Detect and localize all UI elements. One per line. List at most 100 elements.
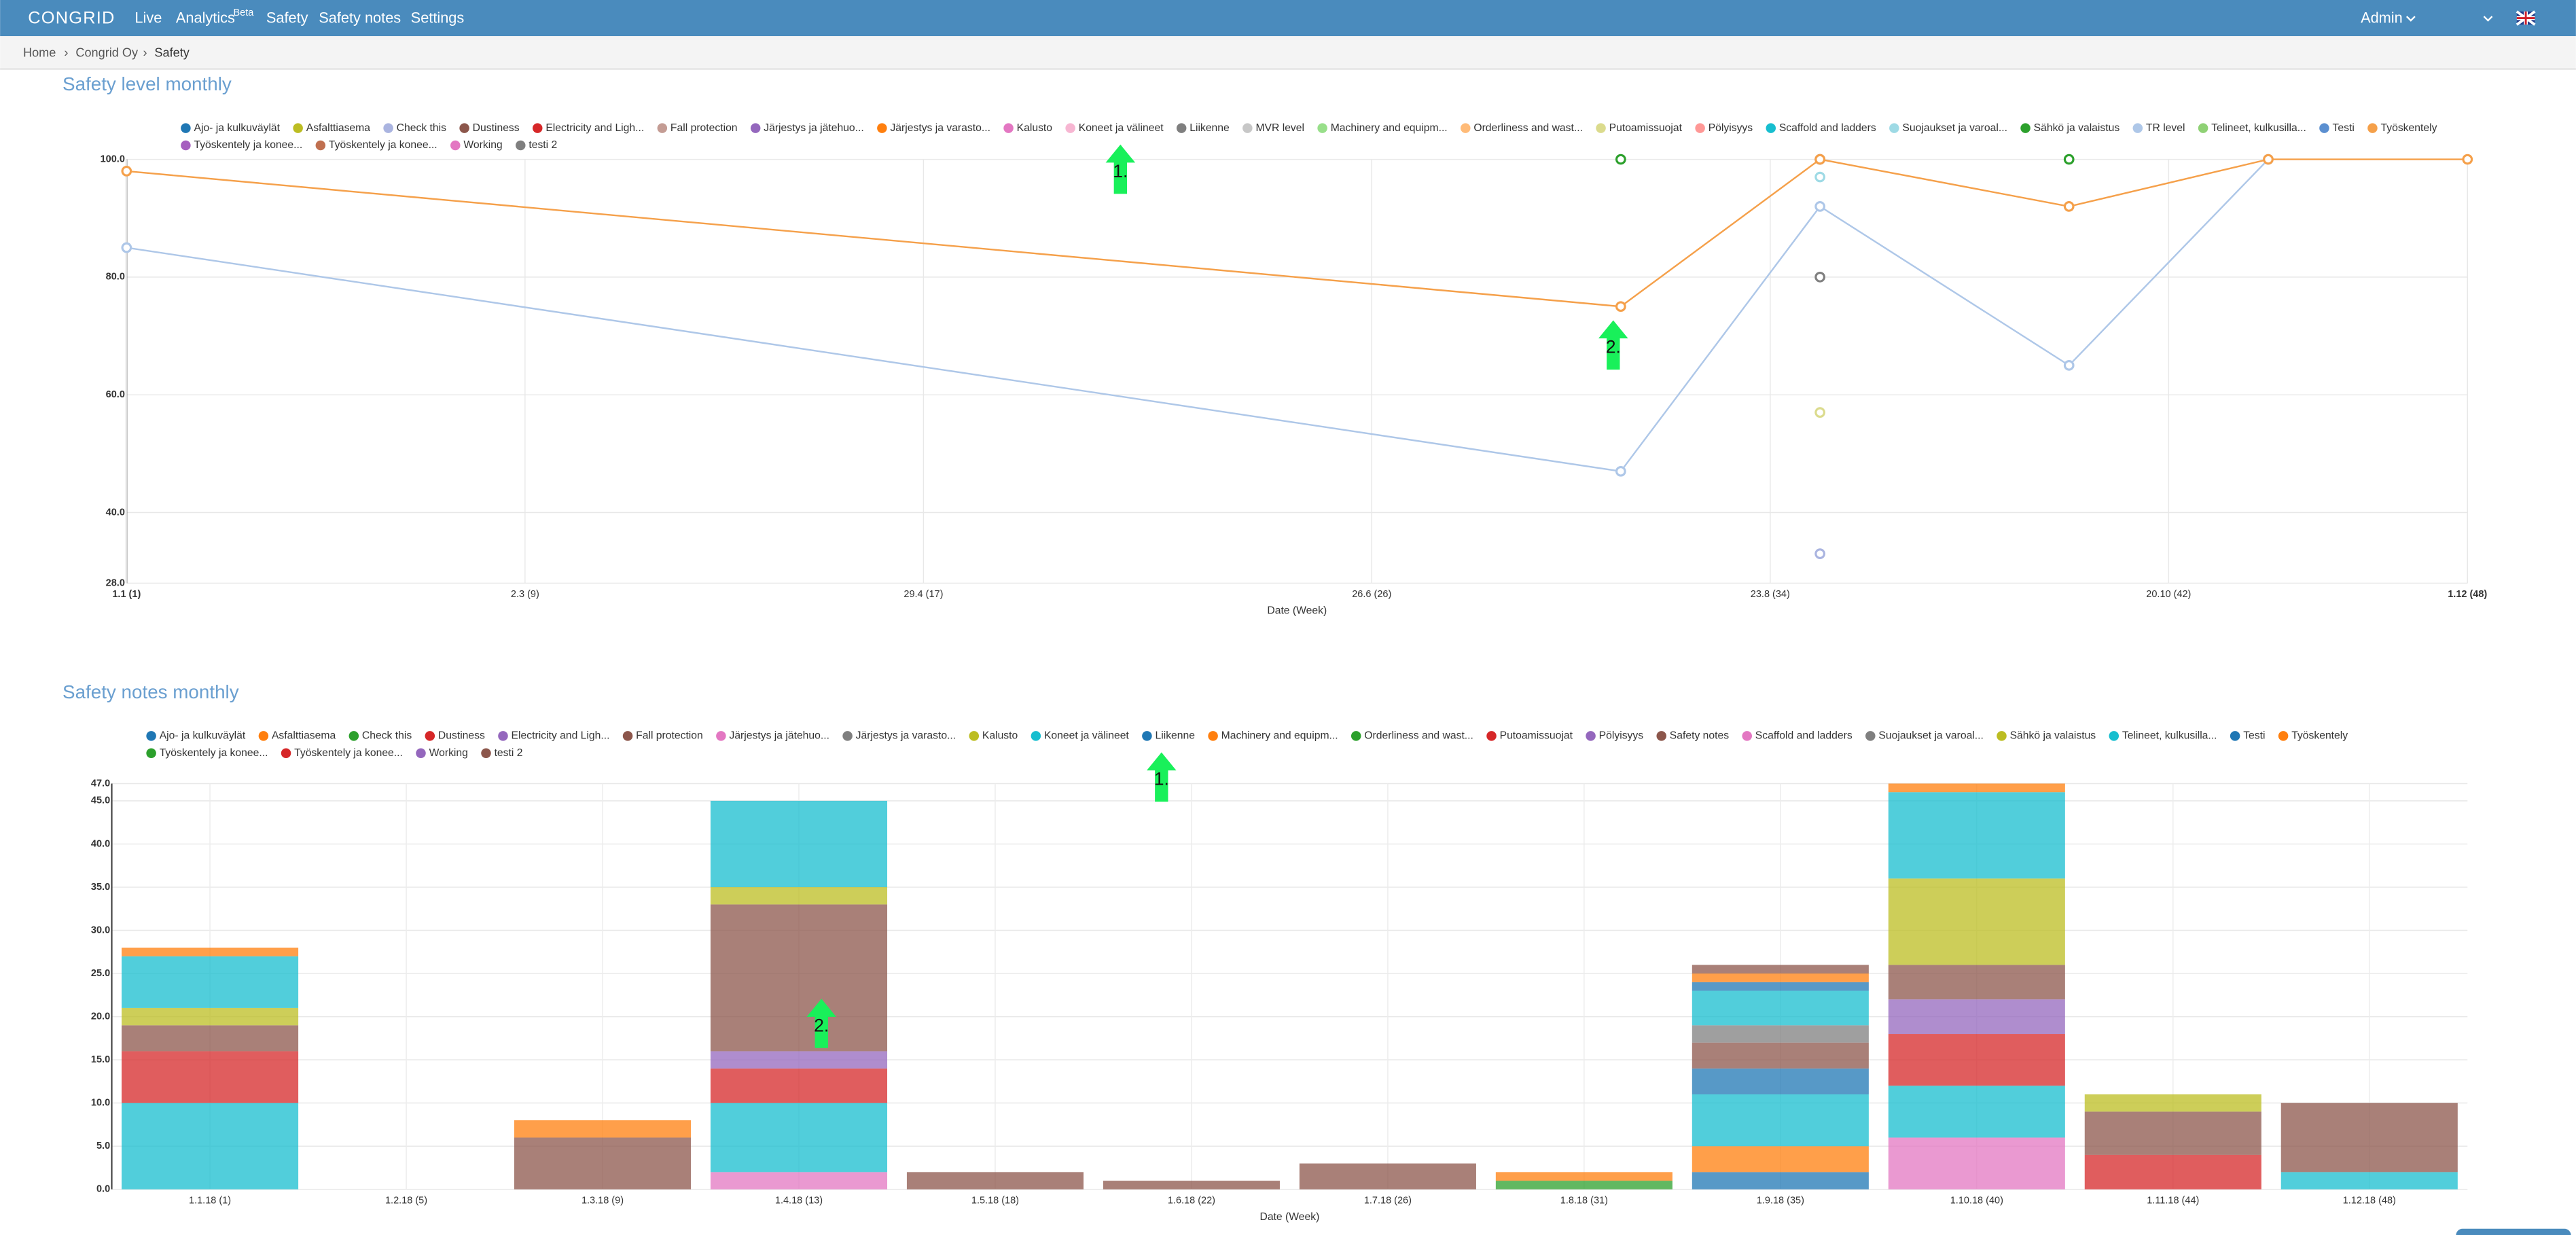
legend-swatch (1208, 731, 1218, 741)
y-tick-label: 20.0 (91, 1011, 110, 1022)
data-point (2063, 359, 2075, 371)
bar-segment (710, 1068, 888, 1103)
legend-label: Järjestys ja jätehuo... (764, 122, 864, 134)
nav-item[interactable]: Live (135, 10, 162, 26)
bar-segment (1692, 973, 1869, 982)
y-tick-label: 100.0 (101, 154, 125, 164)
bar-segment (2280, 1103, 2458, 1173)
separator: › (64, 46, 68, 59)
annotation: 1. (1154, 769, 1169, 789)
data-point (1615, 154, 1626, 165)
bar-segment (122, 1007, 299, 1026)
legend-label: Testi (2333, 122, 2355, 134)
legend-swatch (1586, 731, 1596, 741)
bar-segment (906, 1172, 1084, 1189)
annotation-arrow (806, 999, 836, 1048)
legend-swatch (1695, 123, 1705, 133)
legend-label: Dustiness (473, 122, 520, 134)
legend-swatch (657, 123, 668, 133)
x-tick-label: 1.1 (1) (112, 589, 141, 600)
bar-segment (1692, 1146, 1869, 1173)
legend-label: Working (463, 139, 502, 151)
chart-title: Safety notes monthly (62, 681, 239, 702)
legend-swatch (1242, 123, 1253, 133)
bar-segment (1103, 1181, 1280, 1189)
flag[interactable] (2516, 10, 2536, 26)
data-point (121, 166, 132, 177)
legend-swatch (181, 123, 191, 133)
bar-segment (710, 1103, 888, 1173)
legend-swatch (750, 123, 761, 133)
legend-label: Check this (362, 730, 412, 742)
breadcrumb[interactable]: Congrid Oy (75, 46, 139, 59)
legend-swatch (2109, 731, 2119, 741)
legend-swatch (1461, 123, 1471, 133)
bar-segment (1888, 1086, 2065, 1138)
nav-item[interactable]: Settings (411, 10, 465, 26)
legend-label: Suojaukset ja varoal... (1878, 730, 1984, 742)
breadcrumb[interactable]: Home (23, 46, 56, 59)
bar-segment (1888, 999, 2065, 1035)
y-tick-label: 80.0 (106, 272, 125, 283)
legend-label: Työskentely (2381, 122, 2437, 134)
legend-swatch (2198, 123, 2208, 133)
annotation: 2. (1606, 337, 1621, 357)
legend-swatch (877, 123, 887, 133)
bar-segment (122, 1025, 299, 1052)
bar-segment (1888, 792, 2065, 879)
legend-label: Electricity and Ligh... (545, 122, 644, 134)
legend-swatch (716, 731, 726, 741)
y-tick-label: 45.0 (91, 795, 110, 806)
legend-swatch (1596, 123, 1606, 133)
legend-swatch (2367, 123, 2378, 133)
legend-swatch (2278, 731, 2289, 741)
nav-item[interactable]: Safety notes (319, 10, 401, 26)
legend-swatch (842, 731, 853, 741)
bar-segment (1888, 1137, 2065, 1189)
x-tick-label: 1.12.18 (48) (2343, 1196, 2396, 1206)
legend-label: Työskentely ja konee... (329, 139, 437, 151)
legend-label: Working (429, 747, 468, 759)
x-tick-label: 1.12 (48) (2448, 589, 2487, 600)
series-line (126, 158, 2468, 308)
x-tick-label: 1.7.18 (26) (1364, 1196, 1412, 1206)
legend-label: Työskentely ja konee... (194, 139, 302, 151)
bar-segment (2280, 1172, 2458, 1189)
annotation-arrow (1147, 752, 1177, 802)
legend-label: Safety notes (1670, 730, 1729, 742)
legend-swatch (532, 123, 543, 133)
legend-swatch (348, 731, 359, 741)
bar-segment (710, 887, 888, 905)
user-menu[interactable]: Admin (2361, 10, 2403, 26)
logo[interactable]: CONGRID (28, 9, 115, 28)
nav-item[interactable]: Analytics (176, 10, 235, 26)
nav-item[interactable]: Safety (266, 10, 308, 26)
y-tick-label: 60.0 (106, 389, 125, 400)
x-tick-label: 23.8 (34) (1751, 589, 1790, 600)
data-point (2063, 154, 2075, 165)
legend-label: Putoamissuojat (1609, 122, 1683, 134)
legend-label: Machinery and equipm... (1331, 122, 1448, 134)
legend-label: Työskentely (2291, 730, 2348, 742)
data-point (1814, 407, 1825, 418)
bar-segment (514, 1137, 692, 1189)
legend-swatch (1317, 123, 1327, 133)
legend-swatch (258, 731, 269, 741)
x-tick-label: 1.9.18 (35) (1757, 1196, 1804, 1206)
legend-swatch (516, 140, 526, 151)
legend-label: Työskentely ja konee... (294, 747, 403, 759)
bar-segment (514, 1120, 692, 1138)
legend-swatch (1350, 731, 1361, 741)
legend-swatch (459, 123, 469, 133)
legend-swatch (2319, 123, 2329, 133)
bar-segment (1692, 965, 1869, 974)
legend-label: Järjestys ja varasto... (890, 122, 990, 134)
bar-segment (122, 1103, 299, 1189)
bar-segment (1692, 990, 1869, 1026)
x-axis-label: Date (Week) (1259, 1211, 1319, 1223)
flag-cross (2516, 11, 2535, 25)
legend-swatch (1003, 123, 1014, 133)
annotation-arrow (1105, 144, 1136, 194)
legend-swatch (969, 731, 980, 741)
legend-label: Scaffold and ladders (1755, 730, 1853, 742)
